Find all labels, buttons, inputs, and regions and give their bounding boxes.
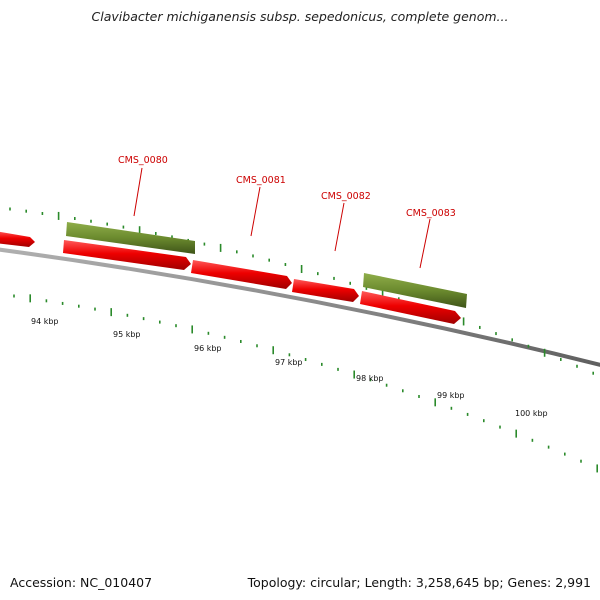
genome-summary-text: Topology: circular; Length: 3,258,645 bp… <box>247 575 591 590</box>
ruler-label: 97 kbp <box>275 358 303 367</box>
ruler-label: 95 kbp <box>113 330 141 339</box>
ruler-label: 99 kbp <box>437 391 465 400</box>
leader-line <box>334 202 345 252</box>
ruler-label: 94 kbp <box>31 317 59 326</box>
map-title: Clavibacter michiganensis subsp. sepedon… <box>91 9 509 24</box>
accession-text: Accession: NC_010407 <box>10 575 153 590</box>
gene-label[interactable]: CMS_0082 <box>321 191 371 202</box>
feature-bar[interactable] <box>66 222 195 254</box>
gene-labels: CMS_0080 CMS_0081 CMS_0082 CMS_0083 <box>118 155 456 269</box>
gene-track-forward <box>0 231 461 324</box>
ruler-labels: 94 kbp 95 kbp 96 kbp 97 kbp 98 kbp 99 kb… <box>31 317 548 418</box>
feature-track <box>66 222 467 308</box>
gene-label[interactable]: CMS_0081 <box>236 175 286 186</box>
ruler-track <box>13 294 599 473</box>
gene-label[interactable]: CMS_0083 <box>406 208 456 219</box>
genome-backbone <box>0 247 600 367</box>
gene-arrow[interactable] <box>63 240 191 270</box>
leader-line <box>133 167 143 217</box>
gene-arrow[interactable] <box>191 260 292 289</box>
gene-arrow[interactable] <box>360 291 461 324</box>
feature-bar[interactable] <box>363 273 467 308</box>
ruler-label: 100 kbp <box>515 409 548 418</box>
gene-arrow[interactable] <box>0 231 35 247</box>
ruler-label: 98 kbp <box>356 374 384 383</box>
gene-arrow[interactable] <box>292 279 359 302</box>
gene-label[interactable]: CMS_0080 <box>118 155 168 166</box>
ruler-label: 96 kbp <box>194 344 222 353</box>
leader-line <box>250 186 261 237</box>
leader-line <box>419 218 431 269</box>
